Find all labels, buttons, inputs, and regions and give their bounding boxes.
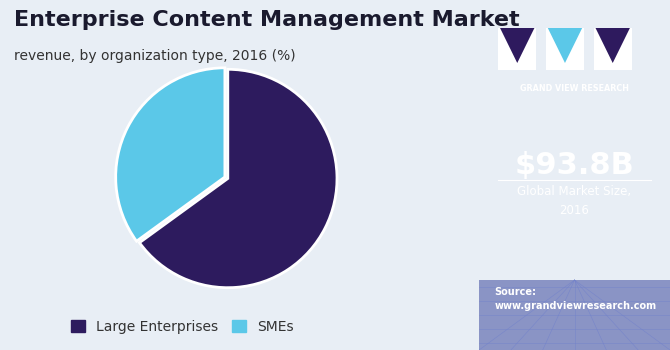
Point [602,348,610,350]
Legend: Large Enterprises, SMEs: Large Enterprises, SMEs [65,314,299,340]
Point [647,178,655,182]
Polygon shape [548,28,582,63]
Text: Enterprise Content Management Market: Enterprise Content Management Market [14,10,520,30]
Text: GRAND VIEW RESEARCH: GRAND VIEW RESEARCH [520,84,629,93]
Point [571,278,579,282]
Polygon shape [596,28,630,63]
Point [634,348,642,350]
Point [666,348,670,350]
Bar [498,28,537,70]
Point [571,278,579,282]
Point [494,178,502,182]
Bar [546,28,584,70]
Bar [479,280,670,350]
Line: 2 pts: 2 pts [575,280,670,350]
Line: 2 pts: 2 pts [575,280,638,350]
Line: 2 pts: 2 pts [511,280,575,350]
Point [571,278,579,282]
Point [475,348,483,350]
Text: Source:
www.grandviewresearch.com: Source: www.grandviewresearch.com [494,287,657,311]
Line: 2 pts: 2 pts [575,280,606,350]
Text: revenue, by organization type, 2016 (%): revenue, by organization type, 2016 (%) [14,49,296,63]
Point [507,348,515,350]
Text: $93.8B: $93.8B [515,150,634,180]
Wedge shape [139,69,337,288]
Point [571,278,579,282]
Line: 2 pts: 2 pts [543,280,575,350]
Point [571,278,579,282]
Point [571,278,579,282]
Bar [594,28,632,70]
Point [539,348,547,350]
Line: 2 pts: 2 pts [479,280,575,350]
Wedge shape [116,68,225,241]
Polygon shape [500,28,535,63]
Point [571,278,579,282]
Text: Global Market Size,
2016: Global Market Size, 2016 [517,186,632,217]
Point [571,348,579,350]
